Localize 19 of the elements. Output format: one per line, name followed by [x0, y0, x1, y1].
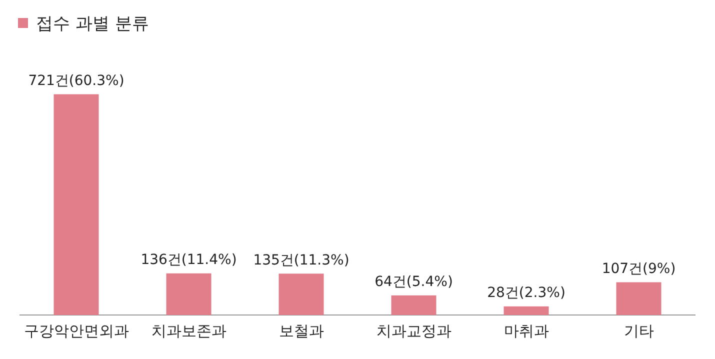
bar — [616, 282, 662, 315]
x-tick-label: 구강악안면외과 — [24, 322, 129, 340]
bar — [54, 94, 99, 315]
data-label: 135건(11.3%) — [253, 252, 350, 268]
bar — [166, 273, 212, 315]
data-label: 64건(5.4%) — [374, 274, 453, 290]
bar — [391, 295, 436, 315]
data-label: 28건(2.3%) — [487, 285, 566, 302]
data-label: 107건(9%) — [602, 260, 676, 277]
data-label: 136건(11.4%) — [140, 252, 237, 268]
x-tick-label: 보철과 — [278, 322, 324, 340]
data-label: 721건(60.3%) — [28, 72, 124, 89]
x-tick-label: 치과교정과 — [376, 322, 452, 340]
bar — [278, 274, 324, 315]
bar — [504, 306, 549, 315]
x-tick-label: 마취과 — [504, 322, 549, 340]
x-tick-label: 기타 — [624, 322, 654, 340]
chart-title: 접수 과별 분류 — [36, 12, 149, 34]
x-tick-label: 치과보존과 — [151, 322, 226, 340]
